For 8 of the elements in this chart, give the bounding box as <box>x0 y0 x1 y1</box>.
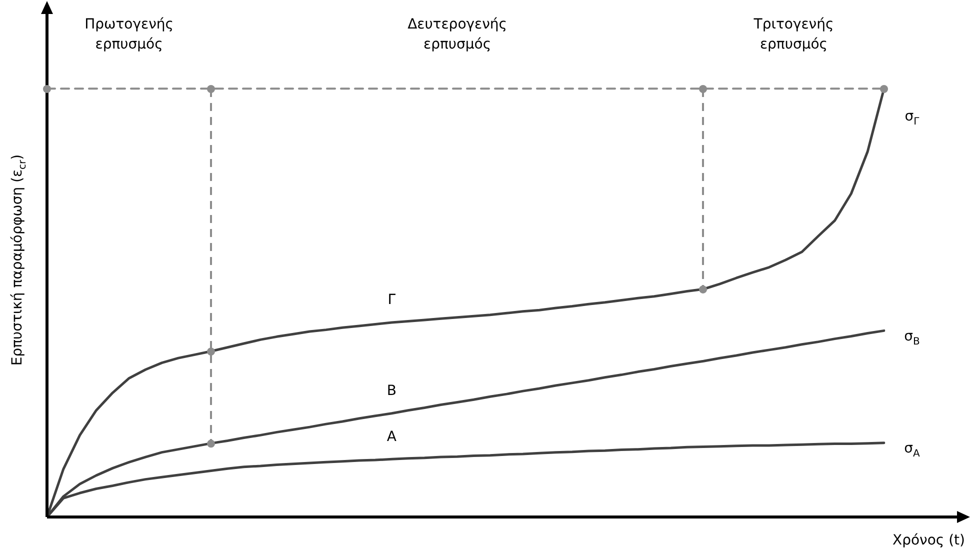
y-axis-title: Ερπυστική παραμόρφωση (εcr) <box>10 154 29 366</box>
x-axis-title: Χρόνος (t) <box>892 532 966 549</box>
text: Πρωτογενής ερπυσμός <box>84 16 174 53</box>
series-label: A <box>386 428 397 445</box>
series-label: B <box>386 382 396 399</box>
text: Τριτογενής ερπυσμός <box>752 16 834 53</box>
series-label: Γ <box>388 292 396 308</box>
text: Δευτερογενής ερπυσμός <box>408 16 508 53</box>
